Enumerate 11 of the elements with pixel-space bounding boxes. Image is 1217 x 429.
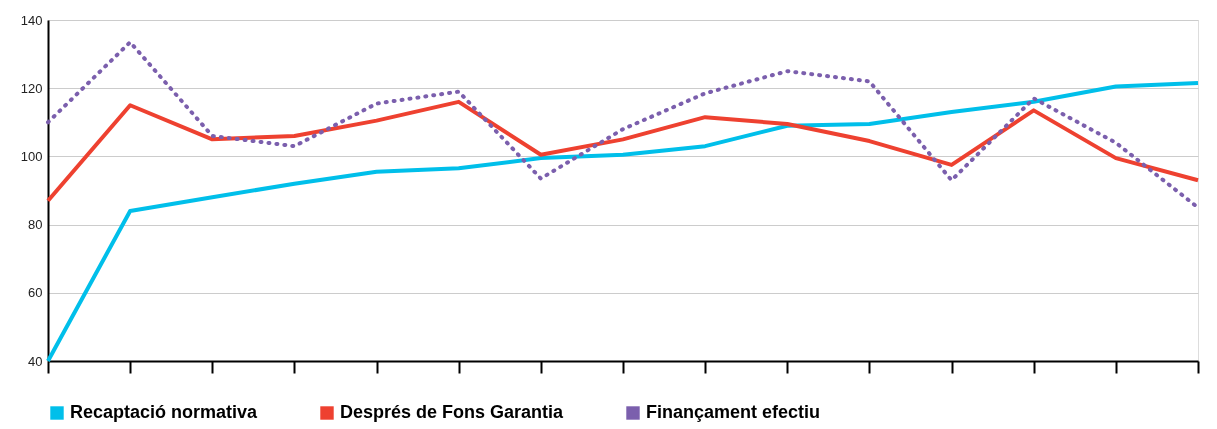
y-tick-label: 140 — [20, 12, 43, 28]
line-series — [46, 40, 1200, 210]
legend-label: Recaptació normativa — [70, 402, 259, 422]
legend-label: Després de Fons Garantia — [340, 402, 565, 422]
y-tick-label: 100 — [20, 148, 43, 164]
line-series — [46, 99, 1200, 203]
y-tick-label: 60 — [28, 285, 43, 301]
y-tick-label: 80 — [28, 217, 43, 233]
legend-label: Finançament efectiu — [646, 402, 821, 422]
y-tick-label: 120 — [20, 80, 43, 96]
y-tick-label: 40 — [28, 353, 43, 369]
